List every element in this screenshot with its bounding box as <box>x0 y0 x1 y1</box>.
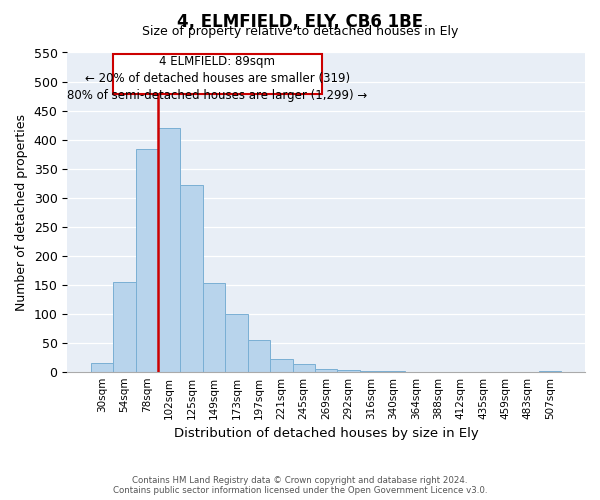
Bar <box>270 359 293 372</box>
Y-axis label: Number of detached properties: Number of detached properties <box>15 114 28 310</box>
Bar <box>539 370 562 372</box>
Bar <box>113 282 136 372</box>
Bar <box>136 150 158 372</box>
Bar <box>203 283 225 372</box>
Text: 4 ELMFIELD: 89sqm
← 20% of detached houses are smaller (319)
80% of semi-detache: 4 ELMFIELD: 89sqm ← 20% of detached hous… <box>67 56 368 102</box>
Text: 4, ELMFIELD, ELY, CB6 1BE: 4, ELMFIELD, ELY, CB6 1BE <box>177 12 423 30</box>
Bar <box>91 363 113 372</box>
Text: Contains HM Land Registry data © Crown copyright and database right 2024.
Contai: Contains HM Land Registry data © Crown c… <box>113 476 487 495</box>
Bar <box>181 185 203 372</box>
Bar <box>337 370 360 372</box>
Bar <box>315 369 337 372</box>
Bar <box>382 371 404 372</box>
Bar <box>225 314 248 372</box>
Bar <box>293 364 315 372</box>
Bar <box>360 370 382 372</box>
Text: Size of property relative to detached houses in Ely: Size of property relative to detached ho… <box>142 25 458 38</box>
Bar <box>158 128 181 372</box>
X-axis label: Distribution of detached houses by size in Ely: Distribution of detached houses by size … <box>174 427 479 440</box>
FancyBboxPatch shape <box>113 54 322 94</box>
Bar <box>248 340 270 372</box>
